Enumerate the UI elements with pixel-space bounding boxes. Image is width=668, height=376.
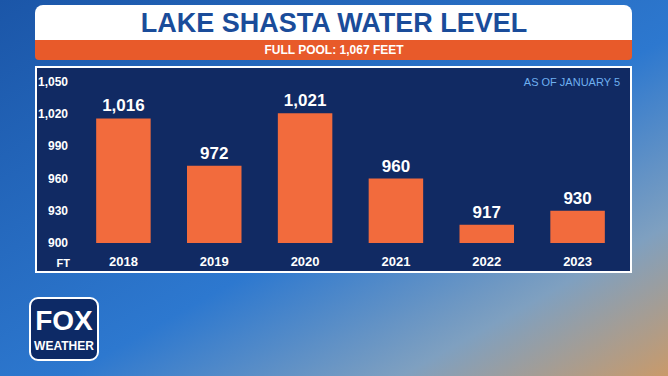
svg-text:AS OF JANUARY 5: AS OF JANUARY 5 [524,76,620,88]
svg-text:2022: 2022 [472,254,501,269]
svg-text:2020: 2020 [291,254,320,269]
svg-text:1,021: 1,021 [284,91,327,110]
svg-text:FULL POOL: 1,067 FEET: FULL POOL: 1,067 FEET [264,43,404,57]
svg-text:FOX: FOX [35,305,93,336]
svg-text:2019: 2019 [200,254,229,269]
svg-text:1,016: 1,016 [102,96,145,115]
svg-text:LAKE SHASTA WATER LEVEL: LAKE SHASTA WATER LEVEL [141,8,528,38]
svg-text:960: 960 [382,157,410,176]
svg-text:FT: FT [57,257,71,269]
svg-text:990: 990 [48,139,68,153]
svg-text:2021: 2021 [381,254,410,269]
svg-text:917: 917 [473,203,501,222]
svg-text:2018: 2018 [109,254,138,269]
svg-text:972: 972 [200,144,228,163]
svg-text:900: 900 [48,236,68,250]
svg-text:1,050: 1,050 [38,75,68,89]
svg-text:930: 930 [563,189,591,208]
svg-text:930: 930 [48,204,68,218]
svg-text:1,020: 1,020 [38,107,68,121]
svg-text:960: 960 [48,172,68,186]
svg-text:2023: 2023 [563,254,592,269]
svg-text:WEATHER: WEATHER [34,339,94,353]
